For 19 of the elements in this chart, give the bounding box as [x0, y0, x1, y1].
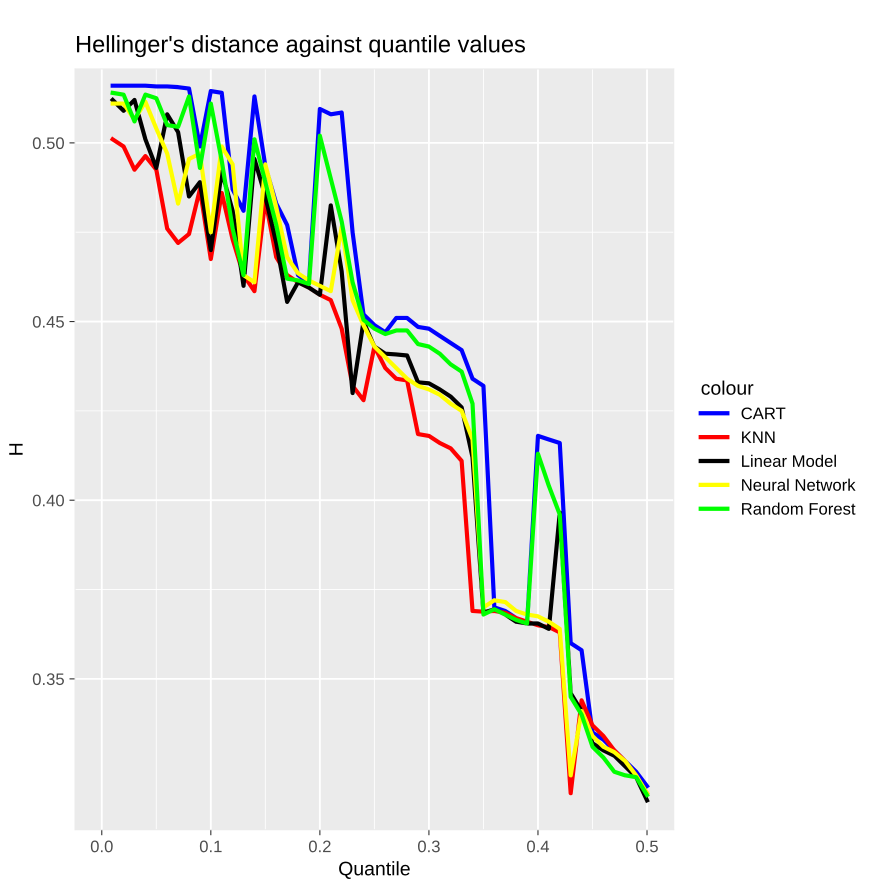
x-tick-label: 0.3	[418, 840, 440, 852]
legend-label: KNN	[742, 431, 775, 443]
legend-label: CART	[742, 407, 786, 420]
y-tick-label: 0.35	[32, 673, 64, 686]
x-tick-label: 0.2	[308, 840, 331, 852]
chart-title: Hellinger's distance against quantile values	[76, 35, 525, 58]
legend-label: Neural Network	[742, 478, 856, 491]
legend-label: Linear Model	[742, 454, 836, 467]
x-axis-title: Quantile	[339, 861, 410, 879]
x-tick-label: 0.1	[200, 840, 222, 852]
x-tick-label: 0.0	[90, 840, 113, 852]
y-tick-label: 0.50	[32, 137, 64, 150]
legend-label: Random Forest	[742, 502, 856, 515]
legend-title: colour	[702, 380, 754, 395]
y-axis-title: H	[9, 444, 23, 455]
x-tick-label: 0.4	[527, 840, 550, 852]
x-tick-label: 0.5	[636, 840, 658, 852]
y-tick-label: 0.40	[32, 494, 64, 506]
y-tick-label: 0.45	[32, 316, 64, 328]
